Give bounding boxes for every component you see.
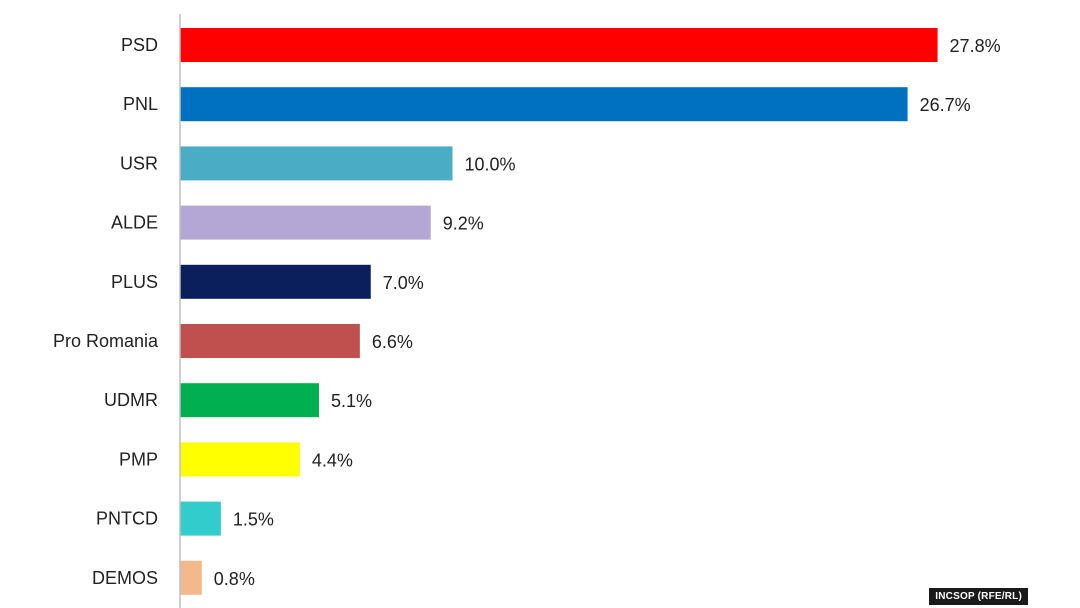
- value-labels-group: 27.8% 26.7% 10.0% 9.2% 7.0% 6.6% 5.1% 4.4% 1.5% 0…: [214, 36, 1001, 589]
- category-label-plus: PLUS: [111, 272, 158, 292]
- bars-group: [180, 28, 938, 595]
- value-label-demos: 0.8%: [214, 569, 255, 589]
- bar-pro-romania: [180, 324, 360, 358]
- bar-alde: [180, 205, 431, 240]
- value-label-pmp: 4.4%: [312, 450, 353, 470]
- category-label-demos: DEMOS: [92, 568, 158, 588]
- category-label-udmr: UDMR: [104, 390, 158, 410]
- category-label-pntcd: PNTCD: [96, 509, 158, 529]
- bar-usr: [180, 146, 453, 181]
- value-label-pntcd: 1.5%: [233, 510, 274, 530]
- source-badge: INCSOP (RFE/RL): [929, 588, 1028, 605]
- bar-pmp: [180, 442, 300, 477]
- bar-psd: [180, 28, 938, 62]
- value-label-psd: 27.8%: [950, 36, 1001, 56]
- category-label-pmp: PMP: [119, 449, 158, 469]
- value-label-pnl: 26.7%: [920, 95, 971, 115]
- bar-demos: [180, 560, 202, 595]
- category-label-psd: PSD: [121, 35, 158, 55]
- bar-pntcd: [180, 501, 221, 536]
- value-label-alde: 9.2%: [443, 214, 484, 234]
- value-label-udmr: 5.1%: [331, 391, 372, 411]
- bar-udmr: [180, 383, 319, 418]
- category-label-pro-romania: Pro Romania: [53, 331, 159, 351]
- value-label-pro-romania: 6.6%: [372, 332, 413, 352]
- value-label-plus: 7.0%: [383, 273, 424, 293]
- category-label-pnl: PNL: [123, 94, 158, 114]
- category-label-alde: ALDE: [111, 213, 158, 233]
- value-label-usr: 10.0%: [465, 154, 516, 174]
- category-label-usr: USR: [120, 153, 158, 173]
- category-labels-group: PSD PNL USR ALDE PLUS Pro Romania UDMR PMP PNTCD…: [53, 35, 159, 588]
- bar-plus: [180, 264, 371, 299]
- bar-pnl: [180, 87, 908, 122]
